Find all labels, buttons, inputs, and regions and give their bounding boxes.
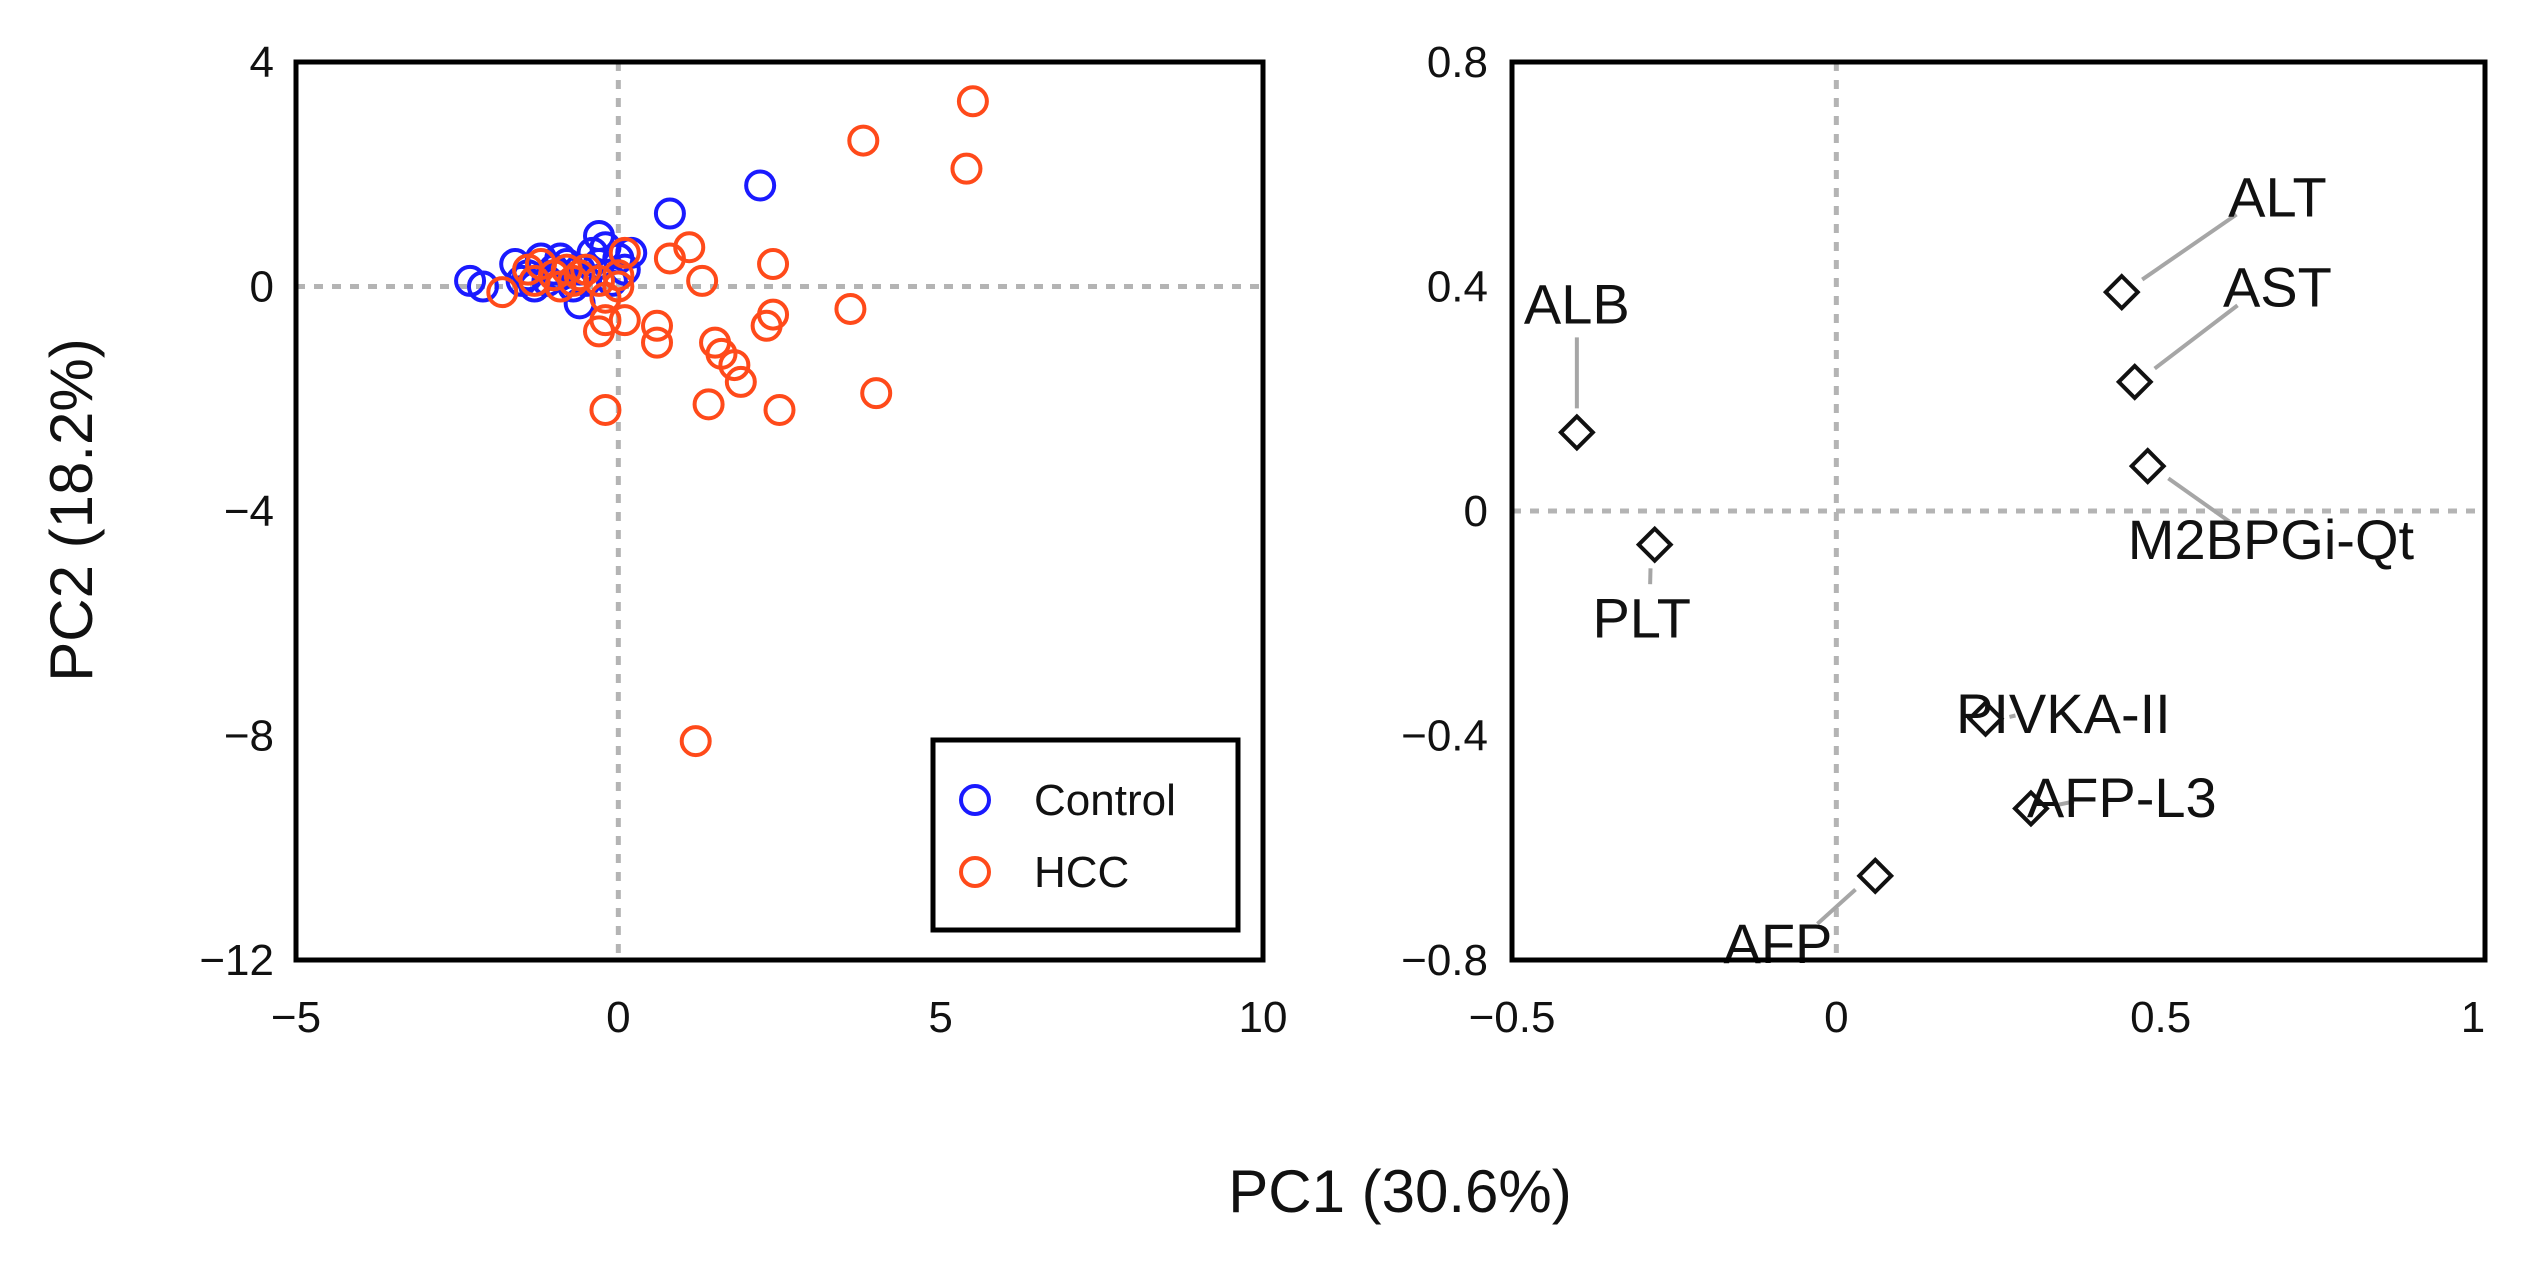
hcc-point <box>847 124 880 157</box>
score-plot-points <box>454 85 989 758</box>
score-plot-legend: Control HCC <box>930 737 1241 933</box>
score-y-tick-label: −12 <box>199 936 274 985</box>
leader-line-ast <box>2153 303 2239 371</box>
hcc-point <box>641 326 674 359</box>
loading-y-tick-label: 0.4 <box>1427 263 1488 312</box>
loading-label-alt: ALT <box>2228 166 2327 229</box>
loading-label-plt: PLT <box>1592 587 1691 650</box>
hcc-point <box>950 152 983 185</box>
leader-line-afp <box>1816 887 1857 926</box>
leader-line-pivka-ii <box>2008 713 2016 719</box>
hcc-point <box>763 393 796 426</box>
loading-marker-afp-l3 <box>2012 789 2050 828</box>
loading-x-tick-label: −0.5 <box>1469 993 1556 1042</box>
hcc-point <box>686 264 719 297</box>
hcc-point <box>718 349 751 382</box>
legend-control-marker <box>959 784 991 816</box>
score-plot-y-ticks: 4 0 −4 −8 −12 <box>199 38 274 985</box>
hcc-point <box>602 259 635 292</box>
leader-line-alt <box>2141 212 2238 282</box>
hcc-point <box>589 393 622 426</box>
y-axis-title: PC2 (18.2%) <box>38 338 105 681</box>
hcc-point <box>602 270 635 303</box>
x-axis-title: PC1 (30.6%) <box>1228 1158 1571 1225</box>
hcc-point <box>956 85 989 118</box>
legend-hcc-marker <box>959 856 991 888</box>
control-point <box>466 270 499 303</box>
loading-y-tick-label: −0.4 <box>1401 712 1488 761</box>
score-y-tick-label: 0 <box>250 263 274 312</box>
loading-plot-panel: ALT AST M2BPGi-Qt ALB PLT PIVKA-II AFP-L3 AFP 0… <box>1401 38 2488 1042</box>
hcc-point <box>679 725 712 758</box>
score-y-tick-label: −8 <box>224 712 274 761</box>
loading-x-tick-label: 0.5 <box>2130 993 2191 1042</box>
loading-label-afp-l3: AFP-L3 <box>2027 766 2217 829</box>
legend-control-label: Control <box>1034 776 1176 825</box>
hcc-point <box>692 388 725 421</box>
loading-label-pivka-ii: PIVKA-II <box>1956 682 2171 745</box>
loading-label-ast: AST <box>2223 256 2332 319</box>
score-x-tick-label: −5 <box>271 993 321 1042</box>
hcc-point <box>608 304 641 337</box>
loading-marker-pivka-ii <box>1966 699 2005 738</box>
loading-label-afp: AFP <box>1723 912 1832 975</box>
score-plot-x-ticks: −5 0 5 10 <box>271 993 1288 1042</box>
score-x-tick-label: 10 <box>1239 993 1288 1042</box>
loading-x-tick-label: 1 <box>2461 993 2485 1042</box>
loading-plot-y-ticks: 0.8 0.4 0 −0.4 −0.8 <box>1401 38 1488 985</box>
loading-label-alb: ALB <box>1524 272 1630 335</box>
legend-hcc-label: HCC <box>1034 848 1129 897</box>
hcc-point <box>641 309 674 342</box>
loading-plot-points: ALT AST M2BPGi-Qt ALB PLT PIVKA-II AFP-L3 AFP <box>1524 166 2415 975</box>
hcc-point <box>589 304 622 337</box>
loading-marker-alt <box>2102 273 2141 311</box>
loading-marker-m2bpgi-qt <box>2128 447 2167 485</box>
score-x-tick-label: 0 <box>606 993 630 1042</box>
hcc-point <box>757 298 790 331</box>
score-y-tick-label: 4 <box>250 38 274 87</box>
legend-box <box>930 737 1241 933</box>
loading-plot-x-ticks: −0.5 0 0.5 1 <box>1469 993 2486 1042</box>
hcc-point <box>757 248 790 281</box>
loading-label-m2bpgi-qt: M2BPGi-Qt <box>2128 508 2415 571</box>
hcc-point <box>608 236 641 269</box>
control-point <box>608 253 641 286</box>
loading-marker-alb <box>1558 413 1596 452</box>
loading-plot-frame <box>1509 59 2488 963</box>
control-point <box>653 197 686 230</box>
control-point <box>744 169 777 202</box>
hcc-point <box>673 231 706 264</box>
loading-y-tick-label: −0.8 <box>1401 936 1488 985</box>
loading-y-tick-label: 0 <box>1464 487 1488 536</box>
score-plot-frame <box>293 59 1266 963</box>
score-x-tick-label: 5 <box>928 993 952 1042</box>
loading-x-tick-label: 0 <box>1824 993 1848 1042</box>
leader-line-m2bpgi-qt <box>2167 476 2231 524</box>
score-plot-panel: 4 0 −4 −8 −12 −5 0 5 10 Control HCC PC2 (18.2%) <box>38 38 1287 1042</box>
loading-y-tick-label: 0.8 <box>1427 38 1488 87</box>
hcc-point <box>834 292 867 325</box>
loading-marker-plt <box>1635 525 1674 564</box>
loading-marker-ast <box>2115 363 2154 401</box>
score-y-tick-label: −4 <box>224 487 274 536</box>
hcc-point <box>724 365 757 398</box>
loading-marker-afp <box>1856 856 1895 895</box>
hcc-point <box>486 276 519 309</box>
hcc-point <box>582 264 615 297</box>
hcc-point <box>563 259 596 292</box>
leader-line-afp-l3 <box>2054 799 2075 808</box>
hcc-point <box>860 377 893 410</box>
